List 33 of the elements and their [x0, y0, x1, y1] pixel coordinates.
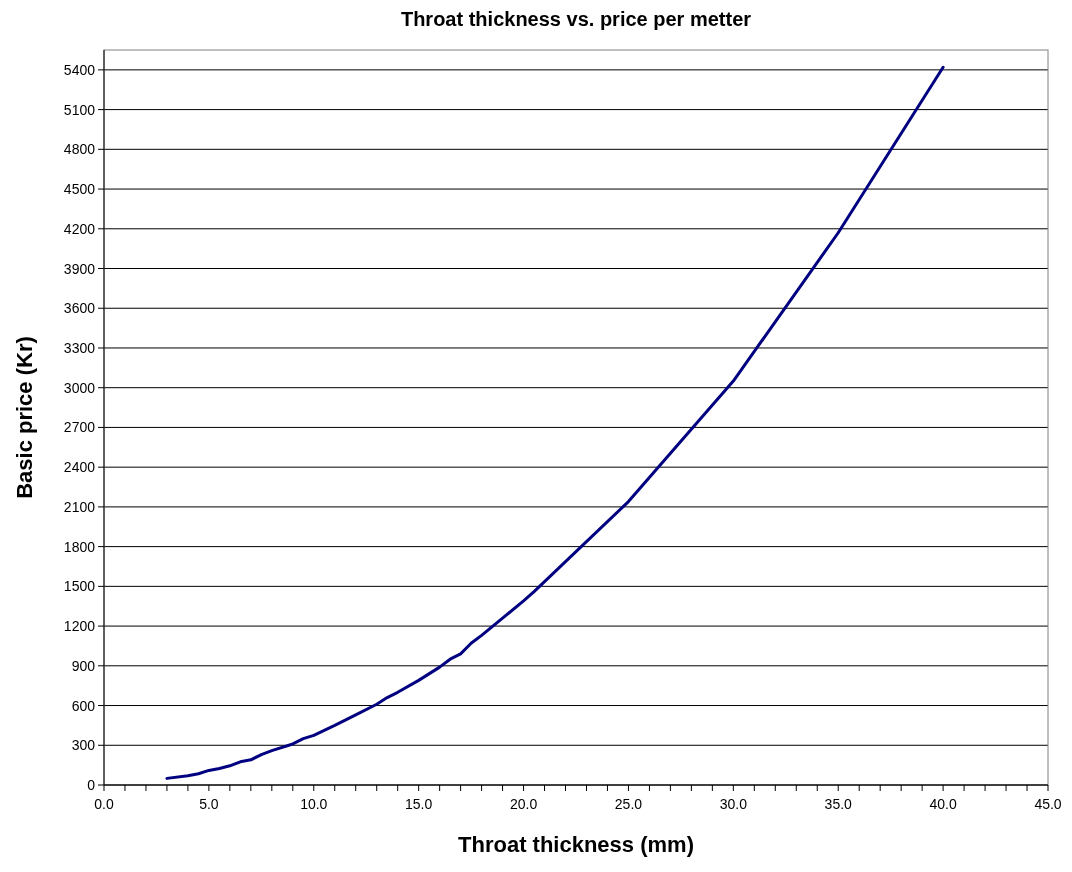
- chart-title: Throat thickness vs. price per metter: [400, 8, 752, 30]
- y-tick-label: 3300: [63, 339, 96, 356]
- x-tick-label: 25.0: [614, 796, 643, 812]
- y-tick-label: 2100: [63, 498, 96, 515]
- x-tick-label: 40.0: [929, 796, 957, 812]
- x-tick-label: 10.0: [300, 796, 328, 812]
- y-tick-label: 1800: [63, 538, 96, 555]
- x-tick-label: 45.0: [1034, 796, 1062, 812]
- y-tick-label: 4200: [63, 220, 96, 237]
- y-axis-title: Basic price (Kr): [12, 336, 37, 499]
- y-tick-label: 1500: [63, 578, 96, 595]
- x-tick-label: 5.0: [199, 796, 219, 812]
- y-tick-label: 900: [71, 657, 96, 674]
- y-tick-label: 3000: [63, 379, 96, 396]
- y-tick-label: 5100: [63, 101, 96, 118]
- y-tick-label: 4800: [63, 141, 96, 158]
- line-series: [165, 65, 945, 780]
- y-tick-label: 600: [71, 697, 96, 714]
- y-tick-label: 3600: [63, 300, 96, 317]
- x-axis-title: Throat thickness (mm): [458, 832, 694, 857]
- x-tick-label: 15.0: [405, 796, 433, 812]
- y-tick-label: 3900: [63, 260, 96, 277]
- x-tick-label: 20.0: [509, 796, 538, 812]
- x-tick-label: 0.0: [94, 796, 114, 812]
- y-tick-label: 300: [71, 737, 96, 754]
- x-tick-label: 35.0: [824, 796, 853, 812]
- y-tick-label: 5400: [63, 61, 96, 78]
- y-tick-label: 2400: [63, 459, 96, 476]
- x-tick-label: 30.0: [719, 796, 748, 812]
- y-tick-label: 1200: [63, 618, 96, 635]
- y-tick-label: 4500: [63, 181, 96, 198]
- y-tick-label: 0: [87, 777, 96, 793]
- y-tick-label: 2700: [63, 419, 96, 436]
